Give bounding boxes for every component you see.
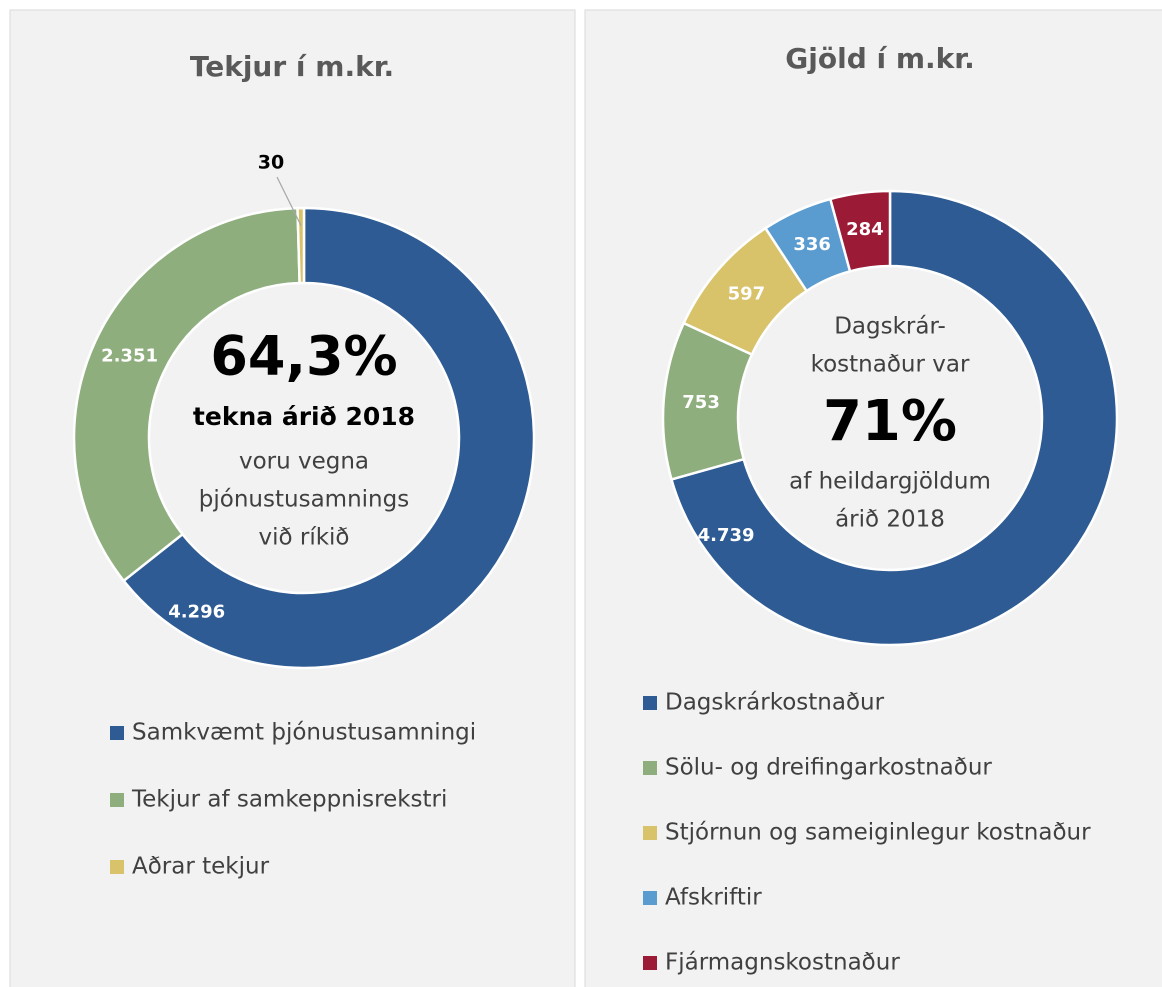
center-annotation: árið 2018 xyxy=(835,507,945,533)
legend-marker xyxy=(643,891,657,905)
value-label: 30 xyxy=(258,152,284,174)
value-label: 336 xyxy=(793,234,831,255)
donut-slice xyxy=(828,189,892,273)
legend-label: Stjórnun og sameiginlegur kostnaður xyxy=(665,820,1091,846)
donut-slice xyxy=(121,206,536,670)
legend-label: Tekjur af samkeppnisrekstri xyxy=(131,787,447,813)
value-label: 284 xyxy=(846,219,884,240)
value-label: 4.739 xyxy=(698,525,755,546)
center-annotation: 71% xyxy=(823,389,957,454)
center-annotation: þjónustusamnings xyxy=(199,487,409,513)
center-annotation: 64,3% xyxy=(210,325,397,388)
legend-marker xyxy=(643,761,657,775)
legend-marker xyxy=(643,956,657,970)
legend-label: Samkvæmt þjónustusamningi xyxy=(132,720,476,746)
donut-slice xyxy=(72,206,301,583)
chart-title: Gjöld í m.kr. xyxy=(785,42,974,75)
legend-marker xyxy=(643,696,657,710)
chart-title: Tekjur í m.kr. xyxy=(190,50,394,83)
legend-label: Fjármagnskostnaður xyxy=(665,950,900,976)
legend-marker xyxy=(110,793,124,807)
legend-marker xyxy=(110,860,124,874)
value-label: 4.296 xyxy=(168,602,225,623)
center-annotation: við ríkið xyxy=(258,525,349,551)
donut-slice xyxy=(296,206,306,285)
center-annotation: kostnaður var xyxy=(811,352,970,378)
value-label: 597 xyxy=(728,283,766,304)
leader-line xyxy=(276,176,302,226)
legend-marker xyxy=(643,826,657,840)
center-annotation: voru vegna xyxy=(239,449,369,475)
donut-slice xyxy=(669,189,1119,647)
legend-marker xyxy=(110,726,124,740)
legend-label: Afskriftir xyxy=(665,885,762,911)
value-label: 753 xyxy=(682,392,720,413)
center-annotation: Dagskrár- xyxy=(834,314,946,340)
center-annotation: af heildargjöldum xyxy=(789,469,991,495)
legend-label: Sölu- og dreifingarkostnaður xyxy=(665,755,992,781)
value-label: 2.351 xyxy=(101,346,158,367)
legend-label: Aðrar tekjur xyxy=(132,854,270,880)
center-annotation: tekna árið 2018 xyxy=(193,402,415,431)
legend-label: Dagskrárkostnaður xyxy=(665,690,885,716)
